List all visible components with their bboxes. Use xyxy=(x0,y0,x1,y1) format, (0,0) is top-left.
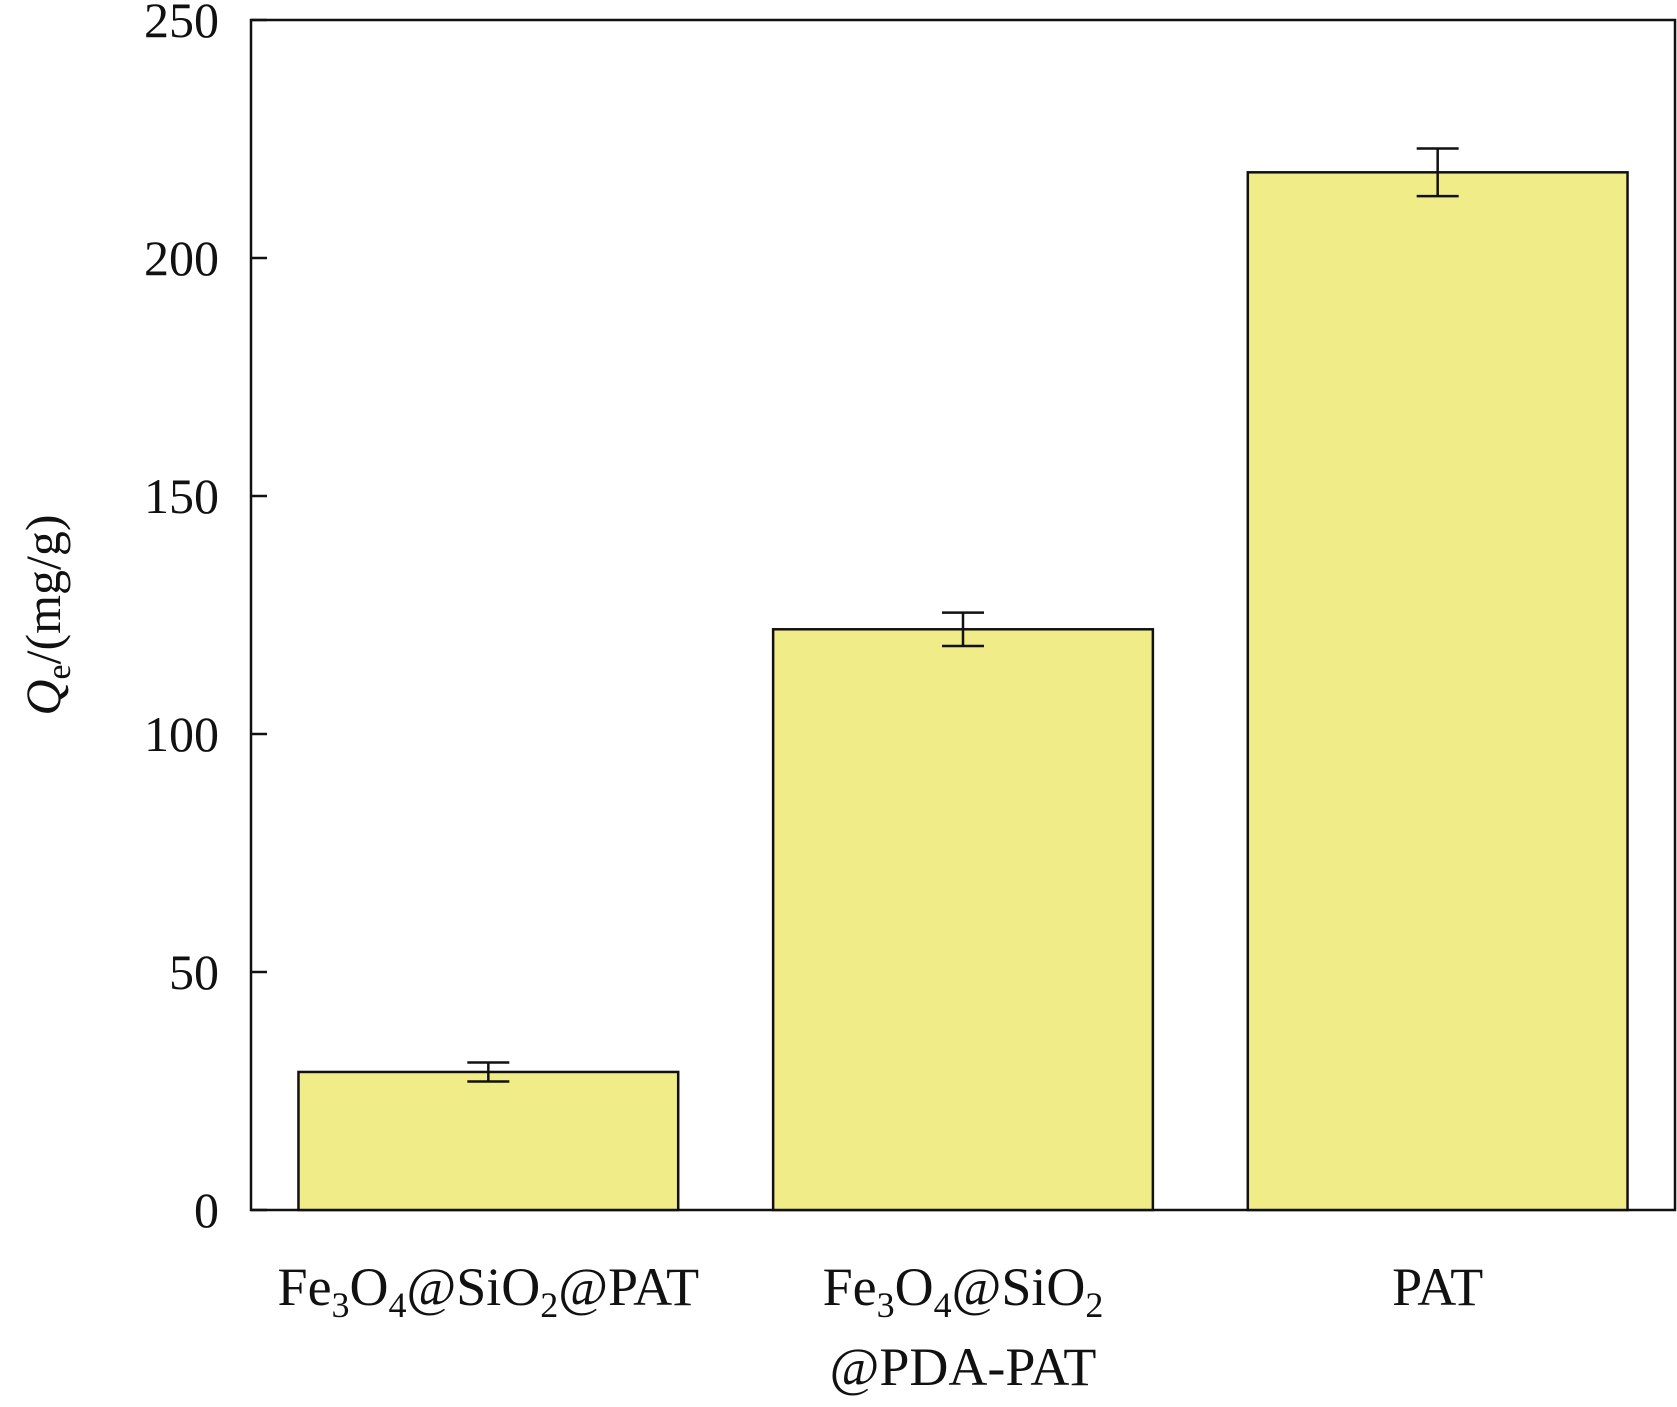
x-axis-labels: Fe3O4@SiO2@PAT Fe3O4@SiO2 @PDA-PAT PAT xyxy=(278,1257,1484,1397)
bar xyxy=(297,1070,680,1212)
x-tick-label: @PDA-PAT xyxy=(830,1337,1097,1397)
y-tick-label: 0 xyxy=(194,1182,219,1238)
x-tick-label: Fe3O4@SiO2@PAT xyxy=(278,1257,700,1325)
y-tick-label: 150 xyxy=(144,468,219,524)
y-axis-label-unit: /(mg/g) xyxy=(15,514,71,664)
y-axis-ticks: 0 50 100 150 200 250 xyxy=(144,0,267,1238)
error-bars-layer xyxy=(467,147,1459,1083)
y-axis-label: Qe/(mg/g) xyxy=(15,514,78,715)
y-tick-label: 50 xyxy=(169,944,219,1000)
x-tick-label: PAT xyxy=(1392,1257,1483,1317)
y-axis-label-symbol: Q xyxy=(15,679,71,715)
y-tick-label: 200 xyxy=(144,230,219,286)
y-tick-label: 100 xyxy=(144,706,219,762)
bars-layer xyxy=(297,171,1629,1212)
x-tick-label: Fe3O4@SiO2 xyxy=(823,1257,1104,1325)
bar xyxy=(771,628,1155,1212)
bar xyxy=(1246,171,1629,1212)
y-axis-label-subscript: e xyxy=(41,664,78,679)
y-tick-label: 250 xyxy=(144,0,219,48)
